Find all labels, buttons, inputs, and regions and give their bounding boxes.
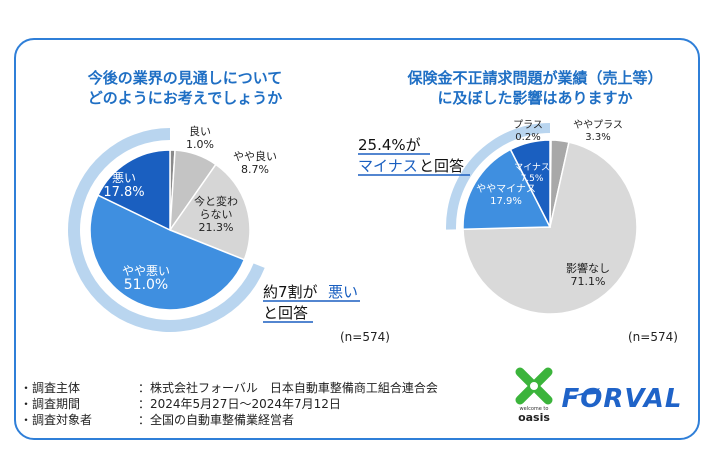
survey-info-value: ：2024年5月27日～2024年7月12日 xyxy=(138,397,341,411)
left-pie-slice-value: 17.8% xyxy=(103,185,144,200)
left-n-label: (n=574) xyxy=(340,330,390,344)
left-pie-slice-value: 51.0% xyxy=(124,277,168,293)
right-highlight-ring xyxy=(445,122,550,230)
oasis-logo-small-text: welcome to xyxy=(520,406,549,412)
left-pie-slice-label: 今と変わ xyxy=(194,194,238,208)
right-pie-slice-value: 7.5% xyxy=(521,174,544,184)
survey-info-label: ・調査期間 xyxy=(20,397,81,411)
left-pie-slice-value: 21.3% xyxy=(199,221,234,234)
right-pie-slice xyxy=(462,141,638,315)
survey-info-label: ・調査対象者 xyxy=(20,413,93,427)
right-pie-slice-label: ややマイナス xyxy=(476,183,536,195)
survey-info-row: ・調査対象者 ：全国の自動車整備業経営者 xyxy=(20,412,438,428)
forval-logo-text: FORVAL xyxy=(562,384,683,414)
oasis-logo-text: oasis xyxy=(518,411,550,424)
right-pie-slice-value: 71.1% xyxy=(571,275,606,288)
left-pie-slice xyxy=(89,194,246,311)
left-callout-emph: 悪い xyxy=(328,283,358,301)
right-pie-slice-value: 0.2% xyxy=(515,132,540,143)
oasis-logo-center xyxy=(528,380,540,392)
left-callout-line2: と回答 xyxy=(263,304,308,322)
survey-info-value: ：全国の自動車整備業経営者 xyxy=(138,413,295,427)
right-title-line1: 保険金不正請求問題が業績（売上等） xyxy=(407,69,663,87)
left-pie-slice-value: 8.7% xyxy=(241,163,269,176)
right-pie-slice xyxy=(462,148,552,230)
survey-info-row: ・調査主体 ：株式会社フォーバル 日本自動車整備商工組合連合会 xyxy=(20,380,438,396)
left-pie-slice-label: やや良い xyxy=(233,149,277,163)
survey-info-label: ・調査主体 xyxy=(20,381,81,395)
right-callout-emph: マイナス xyxy=(358,157,418,175)
survey-info-value: ：株式会社フォーバル 日本自動車整備商工組合連合会 xyxy=(138,381,438,395)
right-title-line2: に及ぼした影響はありますか xyxy=(437,89,633,107)
forval-logo-swoosh xyxy=(572,388,600,396)
right-pie-slice xyxy=(509,139,551,228)
right-callout-line1: 25.4%が xyxy=(358,136,421,154)
left-title-line2: どのようにお考えでしょうか xyxy=(87,89,283,107)
left-pie-slice-label: 悪い xyxy=(112,171,136,185)
survey-info: ・調査主体 ：株式会社フォーバル 日本自動車整備商工組合連合会 ・調査期間 ：2… xyxy=(20,380,438,428)
left-callout-line1: 約7割が xyxy=(263,283,318,301)
left-pie-slice-value: 1.0% xyxy=(186,138,214,151)
right-pie-slice-value: 3.3% xyxy=(585,132,610,143)
left-pie-slice xyxy=(96,149,171,232)
right-pie-slice-label: マイナス xyxy=(514,162,550,173)
left-pie-slice-label: やや悪い xyxy=(122,264,170,278)
left-pie-slice-label: らない xyxy=(200,208,233,221)
right-pie-slice-label: プラス xyxy=(513,119,543,131)
left-pie-slice xyxy=(168,163,251,261)
left-pie-slice-label: 良い xyxy=(189,124,211,138)
survey-info-row: ・調査期間 ：2024年5月27日～2024年7月12日 xyxy=(20,396,438,412)
right-callout-line2: と回答 xyxy=(419,157,464,175)
right-pie-slice-label: ややプラス xyxy=(573,119,623,131)
right-pie-slice-label: 影響なし xyxy=(566,261,610,275)
left-chart-title: 今後の業界の見通しについて どのようにお考えでしょうか xyxy=(40,68,330,108)
right-pie-slice-value: 17.9% xyxy=(490,196,522,207)
left-title-line1: 今後の業界の見通しについて xyxy=(87,69,283,87)
right-chart-title: 保険金不正請求問題が業績（売上等） に及ぼした影響はありますか xyxy=(380,68,690,108)
right-n-label: (n=574) xyxy=(628,330,678,344)
